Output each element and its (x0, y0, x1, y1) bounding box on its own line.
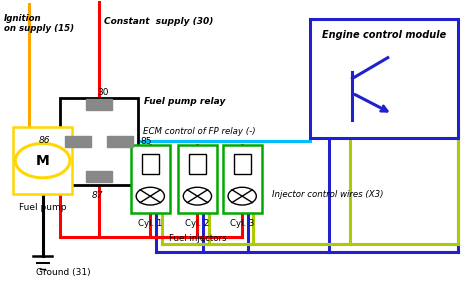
Text: Cyl. 3: Cyl. 3 (230, 219, 255, 228)
Text: Fuel pump relay: Fuel pump relay (144, 97, 225, 106)
Bar (108, 136, 133, 147)
Bar (60, 98, 138, 185)
Bar (131, 145, 170, 213)
Text: Fuel injectors: Fuel injectors (169, 234, 226, 243)
Bar (189, 154, 206, 174)
Text: 87: 87 (92, 191, 104, 200)
Text: Ground (31): Ground (31) (36, 269, 90, 277)
Bar (234, 154, 251, 174)
Circle shape (183, 187, 211, 205)
Bar (13, 127, 72, 194)
Text: 86: 86 (39, 136, 51, 145)
Text: Cyl. 2: Cyl. 2 (185, 219, 210, 228)
Text: Cyl. 1: Cyl. 1 (138, 219, 163, 228)
Text: ECM control of FP relay (-): ECM control of FP relay (-) (143, 127, 255, 136)
Text: Injector control wires (X3): Injector control wires (X3) (273, 190, 384, 199)
Text: Constant  supply (30): Constant supply (30) (104, 17, 213, 26)
Text: 30: 30 (97, 88, 109, 97)
Circle shape (228, 187, 256, 205)
Circle shape (15, 144, 70, 178)
Text: Ignition
on supply (15): Ignition on supply (15) (4, 14, 74, 33)
Bar (142, 154, 159, 174)
Bar (310, 19, 458, 138)
Text: Engine control module: Engine control module (322, 30, 447, 40)
Text: Fuel pump: Fuel pump (19, 203, 66, 212)
Bar (86, 99, 112, 110)
Bar (178, 145, 217, 213)
Bar (223, 145, 262, 213)
Circle shape (136, 187, 164, 205)
Bar (86, 171, 112, 182)
Text: M: M (36, 154, 49, 168)
Bar (65, 136, 91, 147)
Text: 85: 85 (141, 137, 152, 146)
